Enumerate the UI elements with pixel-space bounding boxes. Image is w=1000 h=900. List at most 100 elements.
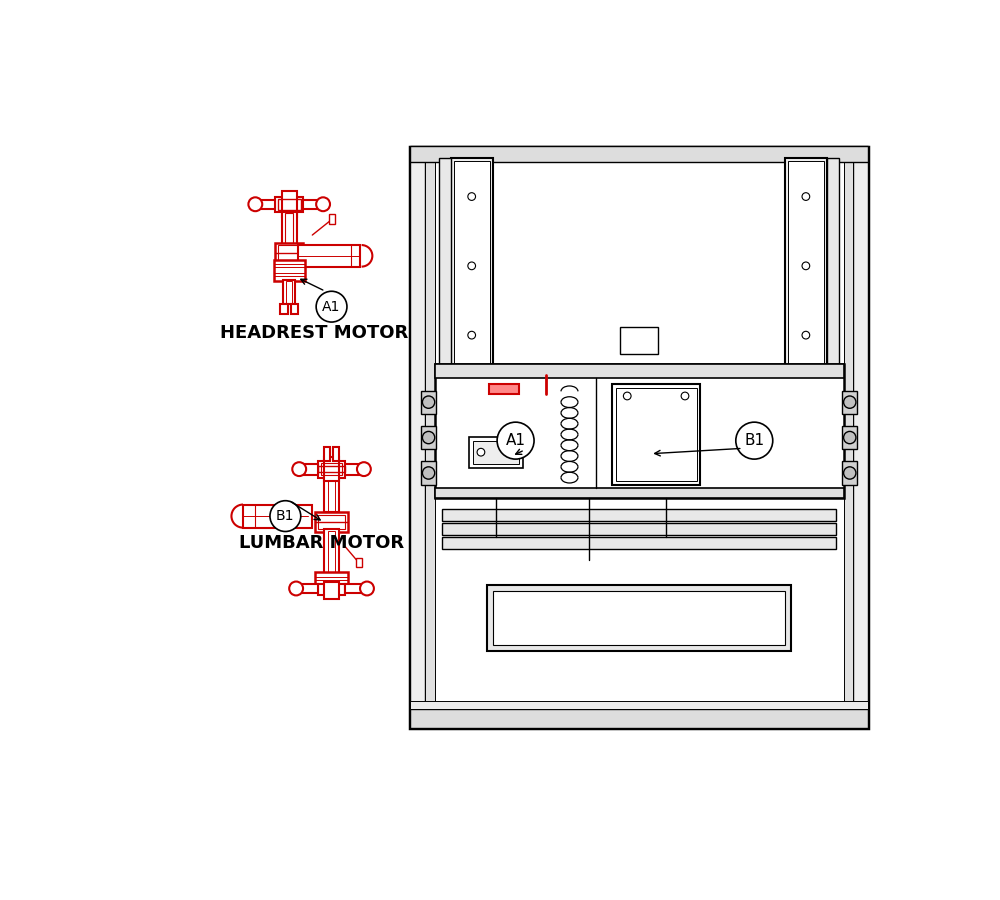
Circle shape <box>422 467 435 479</box>
Bar <box>278 199 301 210</box>
Bar <box>275 196 303 211</box>
Bar <box>620 328 658 355</box>
Bar <box>410 147 868 162</box>
Circle shape <box>292 463 306 476</box>
Bar <box>315 512 348 532</box>
Bar <box>616 388 697 481</box>
Bar <box>302 464 318 474</box>
Circle shape <box>289 581 303 596</box>
Bar <box>280 303 288 314</box>
Bar <box>493 590 785 644</box>
Circle shape <box>316 292 347 322</box>
Text: A1: A1 <box>322 300 341 314</box>
Bar <box>318 461 345 478</box>
Bar <box>410 147 868 728</box>
Bar <box>612 384 700 484</box>
Circle shape <box>357 463 371 476</box>
Bar <box>853 147 868 728</box>
Bar <box>842 391 857 414</box>
Bar <box>324 478 339 512</box>
Circle shape <box>422 396 435 409</box>
Circle shape <box>681 392 689 400</box>
Text: B1: B1 <box>744 433 764 448</box>
Bar <box>318 466 345 472</box>
Bar <box>329 214 335 223</box>
Bar <box>324 582 339 599</box>
Circle shape <box>468 193 476 201</box>
Circle shape <box>736 422 773 459</box>
Bar <box>333 446 339 461</box>
Circle shape <box>316 197 330 211</box>
Bar <box>345 584 364 593</box>
Bar <box>282 212 297 247</box>
Bar <box>454 161 490 378</box>
Bar <box>274 265 305 267</box>
Bar <box>447 382 831 391</box>
Bar <box>473 441 519 464</box>
Bar <box>439 158 451 382</box>
Bar <box>283 280 295 304</box>
Bar <box>243 505 312 527</box>
Circle shape <box>477 448 485 456</box>
Bar <box>275 243 303 262</box>
Text: HEADREST MOTOR: HEADREST MOTOR <box>220 324 408 342</box>
Bar <box>487 585 791 651</box>
Circle shape <box>508 448 516 456</box>
Bar <box>785 158 827 382</box>
Text: B1: B1 <box>276 509 295 523</box>
Bar <box>451 158 493 382</box>
Bar <box>442 523 836 536</box>
Bar <box>425 147 435 728</box>
Bar <box>278 245 300 260</box>
Bar <box>258 200 275 209</box>
Bar <box>469 436 523 468</box>
Bar <box>282 191 297 217</box>
Text: A1: A1 <box>506 433 526 448</box>
Bar <box>303 200 320 209</box>
Circle shape <box>844 431 856 444</box>
Bar <box>356 558 362 567</box>
Bar <box>328 479 335 510</box>
Circle shape <box>468 262 476 270</box>
Bar <box>318 584 345 595</box>
Bar <box>321 463 342 475</box>
Bar <box>410 701 868 708</box>
Bar <box>345 464 361 474</box>
Bar <box>410 708 868 728</box>
Bar <box>285 213 293 245</box>
Circle shape <box>248 197 262 211</box>
Circle shape <box>360 581 374 596</box>
Bar <box>410 147 425 728</box>
Bar <box>842 426 857 449</box>
Text: LUMBAR MOTOR: LUMBAR MOTOR <box>239 534 404 552</box>
Bar <box>435 488 844 499</box>
Bar <box>324 457 339 482</box>
Circle shape <box>844 467 856 479</box>
Bar <box>274 273 305 276</box>
Bar <box>318 515 345 529</box>
Bar <box>844 147 853 728</box>
Bar <box>827 158 839 382</box>
Bar <box>324 446 330 461</box>
Bar <box>298 245 360 266</box>
Circle shape <box>422 431 435 444</box>
Bar <box>442 537 836 549</box>
Circle shape <box>802 193 810 201</box>
Bar <box>274 260 305 281</box>
Bar <box>328 531 335 572</box>
Circle shape <box>468 331 476 339</box>
Circle shape <box>802 331 810 339</box>
Circle shape <box>844 396 856 409</box>
Circle shape <box>802 262 810 270</box>
Bar <box>286 281 292 302</box>
Bar <box>291 303 298 314</box>
Bar <box>435 364 844 499</box>
Bar <box>788 161 824 378</box>
Bar <box>299 584 318 593</box>
Bar <box>315 577 348 580</box>
Bar <box>421 462 436 484</box>
Bar <box>442 509 836 521</box>
Circle shape <box>270 500 301 532</box>
Circle shape <box>623 392 631 400</box>
Bar <box>421 426 436 449</box>
